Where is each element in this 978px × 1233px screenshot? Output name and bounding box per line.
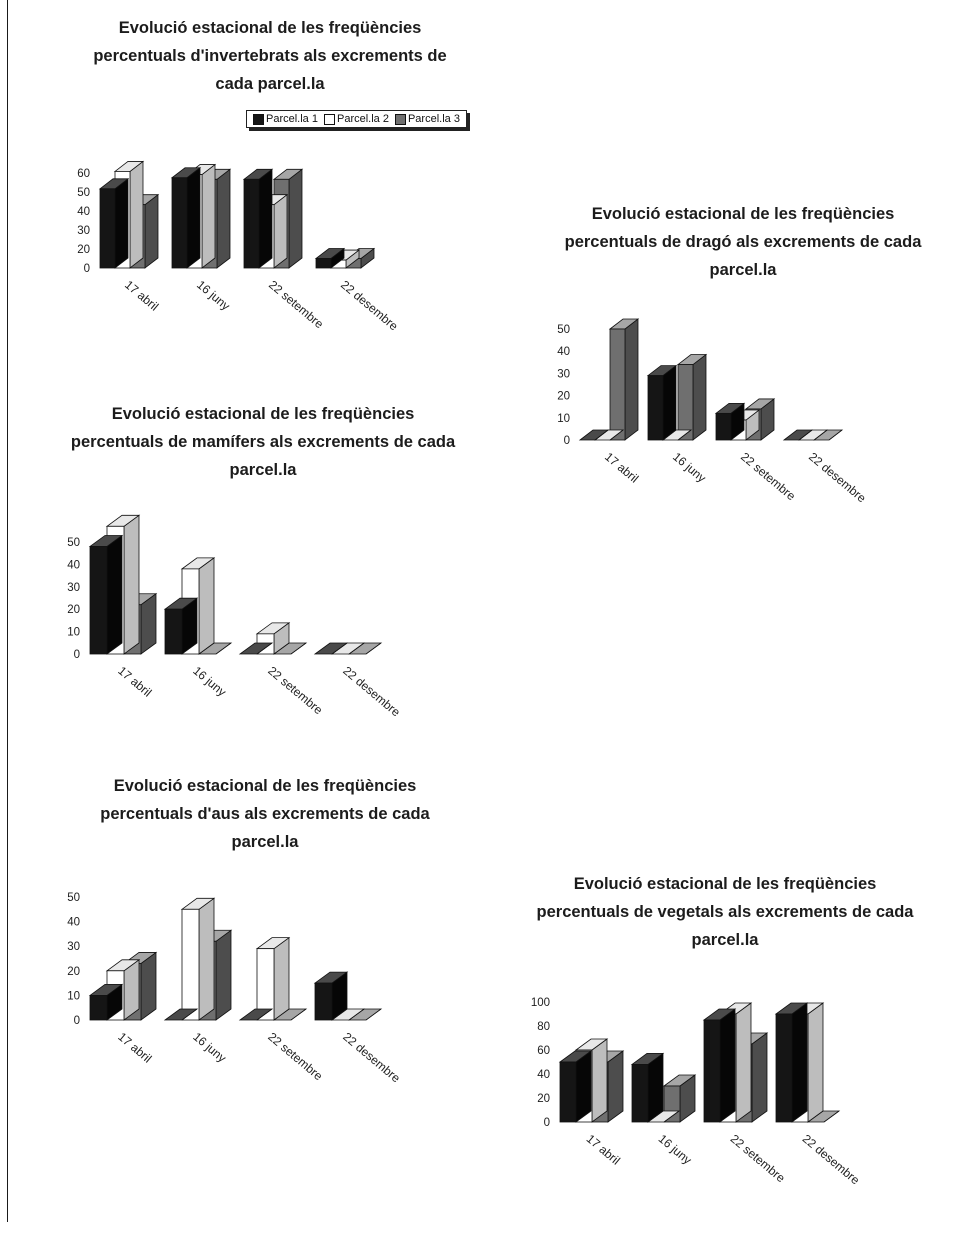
bar-parcel-la-2-16-juny: [180, 897, 216, 1021]
x-tick-label: 16 juny: [194, 278, 233, 314]
bar-parcel-la-1-22-setembre: [242, 168, 274, 269]
bar-parcel-la-1-16-juny: [630, 1052, 665, 1123]
y-tick-label: 50: [67, 537, 80, 549]
bar-parcel-la-1-16-juny: [646, 364, 678, 441]
bar-parcel-la-1-22-desembre: [314, 247, 346, 269]
y-tick-label: 40: [557, 346, 570, 358]
legend-label-parcel-1: Parcel.la 1: [266, 113, 318, 125]
bar-parcel-la-1-22-desembre: [313, 642, 349, 655]
y-tick-label: 30: [77, 225, 90, 237]
x-tick-label: 17 abril: [584, 1132, 623, 1168]
bar-parcel-la-1-22-setembre: [702, 1008, 737, 1123]
x-tick-label: 22 setembre: [265, 664, 325, 718]
legend-swatch-parcel-1: [253, 113, 264, 125]
legend-item-parcel-3: Parcel.la 3: [394, 113, 460, 125]
bar-parcel-la-1-22-setembre: [238, 642, 274, 655]
y-tick-label: 40: [67, 917, 80, 929]
bar-parcel-la-1-17-abril: [88, 983, 124, 1021]
chart-title-vegetals: Evolució estacional de les freqüències p…: [536, 875, 914, 949]
bar-parcel-la-1-16-juny: [163, 597, 199, 655]
chart-legend: Parcel.la 1 Parcel.la 2 Parcel.la 3: [246, 110, 467, 128]
bar-parcel-la-1-16-juny: [163, 1008, 199, 1021]
chart-title-mamifers: Evolució estacional de les freqüències p…: [70, 405, 456, 479]
chart-title-drago: Evolució estacional de les freqüències p…: [564, 205, 922, 279]
y-tick-label: 0: [84, 263, 90, 275]
bar-parcel-la-1-17-abril: [558, 1050, 593, 1123]
y-tick-label: 20: [67, 966, 80, 978]
bar-parcel-la-1-22-desembre: [774, 1002, 809, 1123]
legend-swatch-parcel-2: [323, 113, 335, 125]
x-tick-label: 22 desembre: [800, 1132, 863, 1188]
bar-parcel-la-1-17-abril: [578, 429, 610, 441]
y-tick-label: 50: [557, 324, 570, 336]
x-tick-label: 22 setembre: [738, 450, 798, 504]
y-tick-label: 10: [67, 627, 80, 639]
x-tick-label: 16 juny: [656, 1132, 695, 1168]
x-tick-label: 22 setembre: [266, 278, 326, 332]
x-tick-label: 22 setembre: [265, 1030, 325, 1084]
x-tick-label: 17 abril: [122, 278, 161, 314]
y-tick-label: 0: [564, 435, 570, 447]
y-tick-label: 100: [531, 997, 550, 1009]
x-tick-label: 22 desembre: [340, 1030, 403, 1086]
x-tick-label: 22 desembre: [340, 664, 403, 720]
bar-parcel-la-1-17-abril: [98, 178, 130, 269]
y-tick-label: 30: [67, 582, 80, 594]
y-tick-label: 50: [67, 892, 80, 904]
y-tick-label: 0: [74, 1015, 80, 1027]
chart-aus: 0 10 20 30 40 50 17 abril 16 juny 22 setembre 22 …: [67, 892, 403, 1086]
legend-item-parcel-1: Parcel.la 1: [253, 113, 318, 125]
x-tick-label: 22 setembre: [728, 1132, 788, 1186]
bar-parcel-la-3-17-abril: [608, 318, 640, 441]
y-tick-label: 20: [537, 1093, 550, 1105]
y-tick-label: 50: [77, 187, 90, 199]
chart-vegetals: 0 20 40 60 80 100 17 abril 16 juny 22 setembre 22…: [531, 997, 863, 1188]
y-tick-label: 10: [557, 413, 570, 425]
x-tick-label: 22 desembre: [338, 278, 401, 334]
bar-parcel-la-1-17-abril: [88, 534, 124, 655]
legend-label-parcel-2: Parcel.la 2: [336, 113, 389, 125]
x-tick-label: 16 juny: [190, 664, 229, 700]
y-tick-label: 0: [544, 1117, 550, 1129]
y-tick-label: 30: [557, 368, 570, 380]
y-tick-label: 60: [537, 1045, 550, 1057]
y-tick-label: 10: [67, 990, 80, 1002]
chart-title-aus: Evolució estacional de les freqüències p…: [100, 777, 430, 851]
bar-parcel-la-1-22-desembre: [782, 429, 814, 441]
legend-swatch-parcel-3: [394, 113, 406, 125]
x-tick-label: 16 juny: [670, 450, 709, 486]
legend-label-parcel-3: Parcel.la 3: [407, 113, 460, 125]
y-tick-label: 20: [67, 604, 80, 616]
bar-parcel-la-2-22-setembre: [255, 622, 291, 655]
x-tick-label: 17 abril: [115, 1030, 154, 1066]
bar-parcel-la-1-16-juny: [170, 166, 202, 269]
y-tick-label: 40: [537, 1069, 550, 1081]
page-margin-rule: [7, 0, 8, 1222]
legend-item-parcel-2: Parcel.la 2: [323, 113, 389, 125]
x-tick-label: 22 desembre: [806, 450, 869, 506]
x-tick-label: 16 juny: [190, 1030, 229, 1066]
y-tick-label: 40: [67, 559, 80, 571]
bar-parcel-la-1-22-setembre: [714, 402, 746, 441]
bar-parcel-la-1-22-desembre: [313, 971, 349, 1021]
chart-drago: 0 10 20 30 40 50 17 abril 16 juny 22 setembre 22 …: [557, 318, 869, 506]
bar-parcel-la-3-16-juny: [676, 353, 708, 441]
chart-title-invertebrats: Evolució estacional de les freqüències p…: [93, 19, 447, 93]
x-tick-label: 17 abril: [602, 450, 641, 486]
chart-invertebrats: 0 20 30 40 50 60 17 abril 16 juny 22 setembre 22 …: [77, 160, 401, 334]
y-tick-label: 0: [74, 649, 80, 661]
y-tick-label: 80: [537, 1021, 550, 1033]
bar-parcel-la-2-22-setembre: [255, 936, 291, 1021]
y-tick-label: 30: [67, 941, 80, 953]
y-tick-label: 20: [77, 244, 90, 256]
y-tick-label: 60: [77, 168, 90, 180]
bar-parcel-la-1-22-setembre: [238, 1008, 274, 1021]
y-tick-label: 40: [77, 206, 90, 218]
chart-mamifers: 0 10 20 30 40 50 17 abril 16 juny 22 setembre 22 …: [67, 514, 403, 720]
y-tick-label: 20: [557, 391, 570, 403]
x-tick-label: 17 abril: [115, 664, 154, 700]
